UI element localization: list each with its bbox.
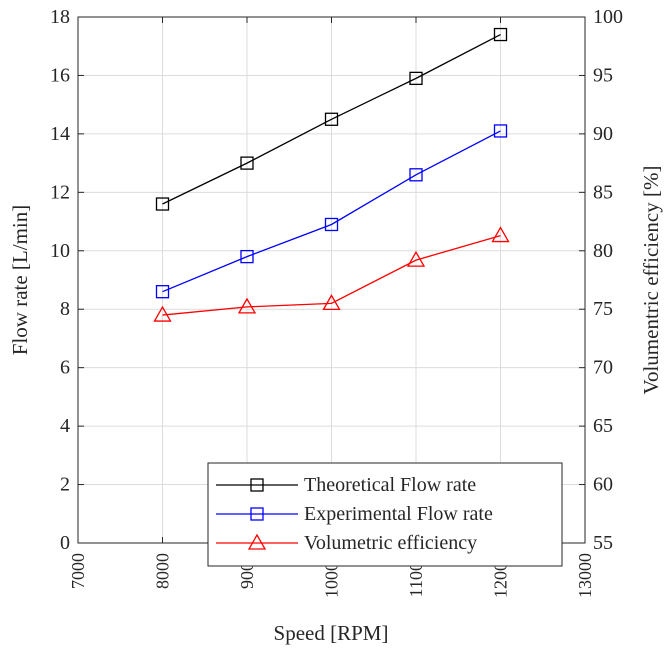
data-point-2-2 (322, 294, 341, 311)
legend-marker-2 (247, 533, 267, 550)
data-point-1-0 (155, 285, 170, 299)
y-left-tick-label: 2 (60, 474, 70, 496)
y-right-tick-label: 75 (593, 298, 613, 320)
data-point-2-3 (406, 250, 426, 267)
data-point-2-4 (491, 226, 510, 243)
legend-label-2: Volumetric efficiency (304, 532, 477, 554)
y-right-tick-label: 85 (593, 181, 613, 203)
y-left-tick-label: 12 (50, 181, 70, 203)
x-tick-label: 13000 (575, 553, 595, 598)
y-axis-left-label: Flow rate [L/min] (8, 205, 32, 355)
data-point-0-0 (155, 197, 170, 211)
data-point-0-1 (240, 156, 254, 170)
data-point-0-3 (409, 71, 423, 86)
data-point-1-1 (240, 249, 254, 264)
y-axis-right-label: Volumentric efficiency [%] (639, 166, 663, 395)
y-right-tick-label: 55 (593, 532, 613, 554)
y-left-tick-label: 14 (50, 123, 70, 145)
x-tick-label: 7000 (68, 553, 88, 589)
x-tick-label: 8000 (153, 553, 173, 589)
y-left-tick-label: 6 (60, 357, 70, 379)
legend-label-1: Experimental Flow rate (304, 503, 493, 525)
data-point-1-4 (493, 124, 508, 138)
y-right-tick-label: 100 (593, 6, 623, 28)
y-right-tick-label: 90 (593, 123, 613, 145)
data-point-0-2 (324, 112, 339, 126)
y-left-tick-label: 8 (60, 298, 70, 320)
legend: Theoretical Flow rate Experimental Flow r… (207, 462, 563, 567)
y-left-tick-label: 18 (50, 6, 70, 28)
legend-label-0: Theoretical Flow rate (304, 474, 476, 496)
y-right-tick-label: 60 (593, 474, 613, 496)
axes: 7000 8000 9000 10000 11000 12000 1300002468101… (50, 6, 623, 598)
x-axis-label: Speed [RPM] (274, 621, 389, 645)
y-left-tick-label: 0 (60, 532, 70, 554)
series-layer (153, 27, 510, 322)
y-right-tick-label: 95 (593, 64, 613, 86)
y-left-tick-label: 16 (50, 64, 70, 86)
y-right-tick-label: 65 (593, 415, 613, 437)
series-line-2 (162, 234, 501, 316)
data-point-2-0 (153, 305, 172, 322)
series-line-0 (162, 33, 501, 205)
data-point-1-3 (409, 168, 423, 182)
data-point-2-1 (237, 297, 257, 314)
y-left-tick-label: 4 (60, 415, 70, 437)
series-line-1 (162, 130, 501, 293)
y-right-tick-label: 80 (593, 240, 613, 262)
y-right-tick-label: 70 (593, 357, 613, 379)
y-left-tick-label: 10 (50, 240, 70, 262)
data-point-1-2 (324, 217, 339, 232)
legend-marker-0 (250, 478, 264, 492)
data-point-0-4 (493, 27, 508, 42)
legend-marker-1 (250, 507, 264, 521)
